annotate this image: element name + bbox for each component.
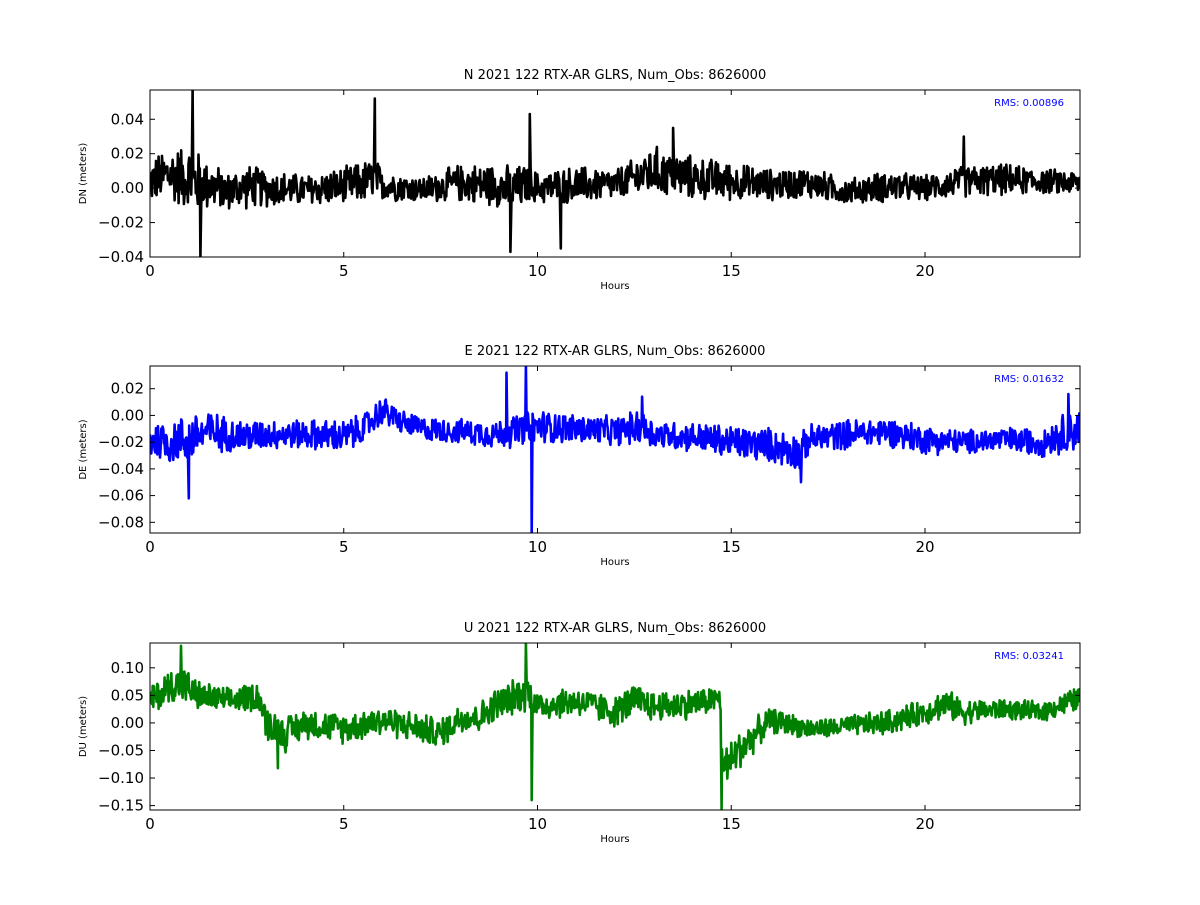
plot-panel: E 2021 122 RTX-AR GLRS, Num_Obs: 8626000… (78, 344, 1081, 568)
x-tick-label: 10 (528, 815, 547, 833)
x-tick-label: 20 (915, 815, 934, 833)
y-tick-label: −0.05 (98, 741, 144, 759)
x-axis-label: Hours (600, 834, 629, 845)
rms-annotation: RMS: 0.00896 (994, 98, 1064, 109)
y-axis-label: DU (meters) (78, 696, 89, 757)
x-tick-label: 15 (722, 262, 741, 280)
x-tick-label: 20 (915, 538, 934, 556)
y-axis-label: DN (meters) (78, 143, 89, 205)
y-tick-label: −0.02 (98, 433, 144, 451)
plot-frame (149, 365, 1081, 534)
y-tick-label: 0.02 (111, 145, 144, 163)
y-tick-label: 0.00 (111, 714, 144, 732)
x-axis-label: Hours (600, 281, 629, 292)
y-tick-label: −0.04 (98, 248, 144, 266)
y-tick-label: 0.05 (111, 686, 144, 704)
plot-panel: U 2021 122 RTX-AR GLRS, Num_Obs: 8626000… (78, 621, 1081, 845)
plot-frame (149, 642, 1081, 811)
x-tick-label: 10 (528, 262, 547, 280)
rms-annotation: RMS: 0.03241 (994, 651, 1064, 662)
x-tick-label: 10 (528, 538, 547, 556)
y-tick-label: 0.00 (111, 406, 144, 424)
y-tick-label: −0.10 (98, 769, 144, 787)
x-tick-label: 0 (145, 262, 155, 280)
y-tick-label: 0.04 (111, 110, 144, 128)
y-tick-label: 0.00 (111, 179, 144, 197)
y-tick-label: −0.15 (98, 797, 144, 815)
y-tick-label: 0.02 (111, 380, 144, 398)
plot-panel: N 2021 122 RTX-AR GLRS, Num_Obs: 8626000… (78, 68, 1081, 292)
plot-title: N 2021 122 RTX-AR GLRS, Num_Obs: 8626000 (464, 68, 766, 83)
plot-frame (149, 89, 1081, 258)
x-tick-label: 5 (339, 262, 349, 280)
y-tick-label: −0.06 (98, 487, 144, 505)
x-axis-label: Hours (600, 557, 629, 568)
x-tick-label: 5 (339, 538, 349, 556)
plot-title: U 2021 122 RTX-AR GLRS, Num_Obs: 8626000 (464, 621, 766, 636)
data-series-line (150, 643, 1080, 810)
y-tick-label: −0.04 (98, 460, 144, 478)
data-series-line (150, 90, 1080, 257)
x-tick-label: 0 (145, 538, 155, 556)
x-tick-label: 20 (915, 262, 934, 280)
y-tick-label: −0.02 (98, 214, 144, 232)
x-tick-label: 0 (145, 815, 155, 833)
rms-annotation: RMS: 0.01632 (994, 374, 1064, 385)
x-tick-label: 5 (339, 815, 349, 833)
x-tick-label: 15 (722, 815, 741, 833)
y-tick-label: 0.10 (111, 659, 144, 677)
y-tick-label: −0.08 (98, 513, 144, 531)
plot-title: E 2021 122 RTX-AR GLRS, Num_Obs: 8626000 (465, 344, 766, 359)
data-series-line (150, 366, 1080, 533)
y-axis-label: DE (meters) (78, 419, 89, 479)
x-tick-label: 15 (722, 538, 741, 556)
